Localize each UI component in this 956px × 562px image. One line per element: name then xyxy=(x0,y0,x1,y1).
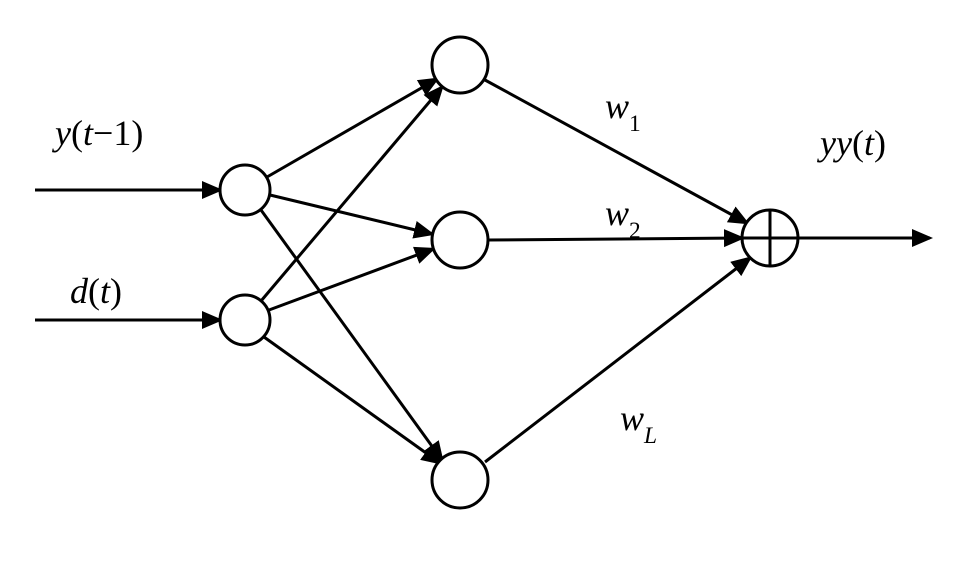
diagram-label: wL xyxy=(620,398,657,449)
node-h1 xyxy=(432,37,488,93)
diagram-label: yy(t) xyxy=(817,123,886,163)
node-h2 xyxy=(432,212,488,268)
edge xyxy=(488,238,742,240)
diagram-label: d(t) xyxy=(70,271,122,311)
edge xyxy=(261,210,442,460)
node-in1 xyxy=(220,165,270,215)
edge xyxy=(485,258,750,462)
edge xyxy=(267,79,437,177)
edge xyxy=(269,249,433,310)
node-in2 xyxy=(220,295,270,345)
edges xyxy=(35,79,930,463)
node-h3 xyxy=(432,452,488,508)
diagram-label: w1 xyxy=(605,86,641,137)
diagram-label: w2 xyxy=(605,193,641,244)
edge xyxy=(261,87,442,301)
network-diagram: y(t−1) d(t) w1 w2 wL yy(t) xyxy=(0,0,956,562)
diagram-label: y(t−1) xyxy=(52,113,143,153)
edge xyxy=(270,195,432,234)
edge xyxy=(264,337,440,463)
sum-node-icon xyxy=(742,210,798,266)
